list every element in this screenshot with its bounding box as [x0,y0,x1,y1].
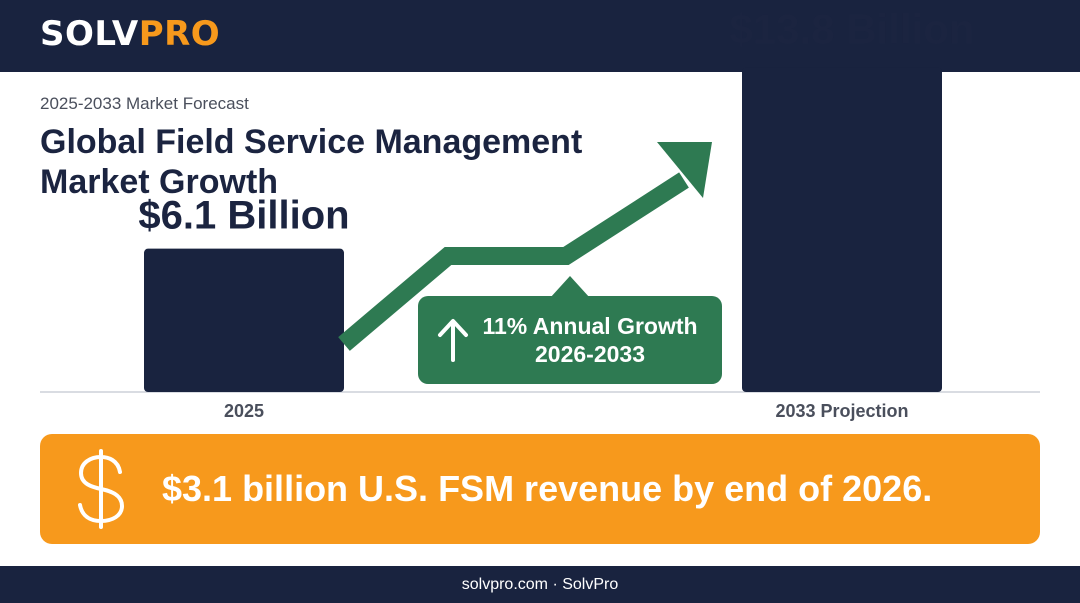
chart-subtitle: 2025-2033 Market Forecast [40,94,249,113]
banner-text: $3.1 billion U.S. FSM revenue by end of … [162,468,933,509]
category-label: 2033 Projection [775,401,908,421]
bar-value-label: $6.1 Billion [138,194,349,238]
logo-pro: PRO [138,14,221,54]
bar-group [144,67,942,392]
revenue-banner: $3.1 billion U.S. FSM revenue by end of … [40,434,1040,544]
arrow-up-icon [438,319,468,362]
callout-text: 11% Annual Growth 2026-2033 [464,312,716,368]
brand-logo[interactable]: SOLVPRO [40,14,220,54]
callout-line-2: 2026-2033 [535,341,645,367]
callout-line-1: 11% Annual Growth [482,313,698,339]
footer-text[interactable]: solvpro.com · SolvPro [461,576,619,593]
category-label: 2025 [224,401,264,421]
growth-chart: $6.1 Billion $13.8 Billion 2025 2033 Pro… [40,6,1040,421]
logo-solv: SOLV [40,14,139,54]
header-bar: SOLVPRO [0,0,1080,72]
growth-trend-line [338,172,689,351]
growth-arrow-head [657,142,712,198]
bar-0 [144,248,344,392]
dollar-icon [78,449,125,529]
growth-callout: 11% Annual Growth 2026-2033 [418,276,722,384]
chart-title: Global Field Service Management Market G… [40,123,583,201]
callout-notch [550,276,590,298]
bar-1 [742,67,942,392]
bar-value-label: $13.8 Billion [729,6,974,53]
footer-bar: solvpro.com · SolvPro [0,566,1080,603]
